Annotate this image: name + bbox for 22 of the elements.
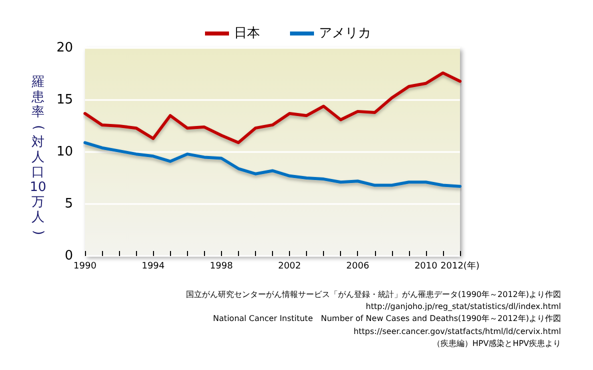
y-tick-label: 0: [64, 248, 73, 264]
line-series: [84, 141, 462, 188]
y-tick-label: 10: [56, 144, 73, 160]
ylabel: 羅患率(対人口10万人): [28, 75, 48, 238]
x-tick-label: 2006: [346, 262, 370, 272]
y-tick-label: 20: [56, 40, 73, 56]
line-series: [84, 71, 462, 144]
text: 国立がん研究センターがん情報サービス「がん登録・統計」がん罹患データ(1990年～2012年)より作図: [186, 289, 561, 301]
y-tick-label: 5: [64, 196, 73, 212]
legend-label: 日本: [234, 26, 260, 41]
text: http://ganjoho.jp/reg_stat/statistics/dl/index.html: [364, 301, 561, 314]
text: https://seer.cancer.gov/statfacts/html/ld/cervix.html: [352, 326, 561, 338]
legend-label: アメリカ: [319, 26, 371, 41]
text: （疾患編）HPV感染とHPV疾患より: [431, 338, 561, 350]
x-tick-label: 1994: [142, 262, 165, 272]
x-tick-label: 1998: [210, 262, 234, 272]
x-tick-label: 1990: [74, 262, 97, 272]
x-tick-label: 2010: [414, 262, 438, 272]
y-tick-label: 15: [56, 92, 73, 108]
text: National Cancer Institute Number of New Cases and Deaths(1990年～2012年)より作図: [212, 313, 561, 326]
x-tick-label: 2002: [278, 262, 301, 272]
x-tick-label: 2012(年): [440, 260, 480, 272]
